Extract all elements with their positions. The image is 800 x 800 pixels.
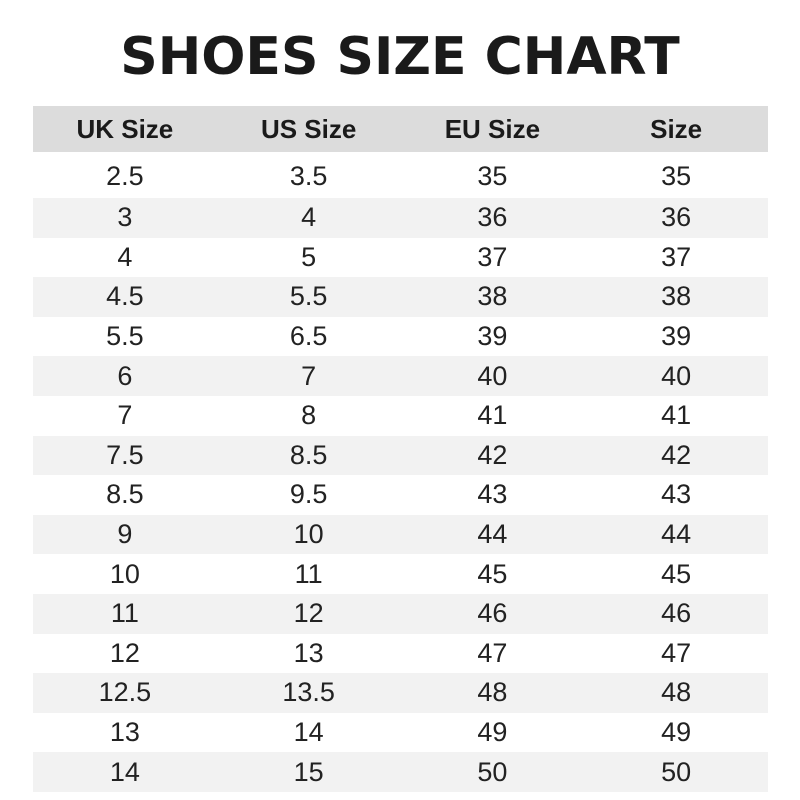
- cell-us: 15: [216, 752, 401, 792]
- cell-us: 10: [216, 514, 401, 555]
- header-row: UK Size US Size EU Size Size: [33, 106, 768, 152]
- cell-eu: 36: [400, 198, 585, 238]
- cell-uk: 12: [109, 637, 140, 668]
- cell-us: 7: [216, 356, 401, 396]
- cell-size: 39: [661, 321, 692, 352]
- cell-eu: 42: [400, 435, 585, 476]
- cell-uk: 3: [33, 198, 217, 238]
- cell-size: 48: [584, 673, 768, 713]
- cell-size: 50: [584, 752, 768, 792]
- header-us-size: US Size: [216, 106, 401, 152]
- cell-us: 13.5: [216, 673, 401, 713]
- table-row: 12.5 13.5 48 48: [33, 673, 768, 713]
- cell-size: 41: [661, 400, 692, 431]
- cell-us: 6.5: [289, 321, 328, 352]
- cell-uk: 8.5: [106, 479, 144, 510]
- cell-eu: 41: [477, 400, 508, 431]
- cell-us: 5.5: [216, 277, 401, 317]
- cell-size: 38: [584, 277, 768, 317]
- cell-us: 13: [293, 637, 324, 668]
- table-row: 9 10 44 44: [33, 514, 768, 555]
- cell-us: 12: [216, 593, 401, 634]
- cell-uk: 4.5: [33, 277, 217, 317]
- cell-eu: 38: [400, 277, 585, 317]
- cell-size: 46: [584, 593, 768, 634]
- table-row: 4 5 37 37: [33, 238, 768, 278]
- cell-uk: 14: [33, 752, 217, 792]
- table-row: 7 8 41 41: [33, 396, 768, 436]
- cell-uk: 13: [109, 717, 140, 748]
- cell-uk: 5.5: [106, 321, 144, 352]
- cell-eu: 37: [477, 241, 508, 272]
- table-row: 8.5 9.5 43 43: [33, 475, 768, 515]
- cell-us: 8.5: [216, 435, 401, 476]
- cell-eu: 35: [477, 160, 508, 191]
- cell-size: 47: [661, 637, 692, 668]
- cell-size: 40: [584, 356, 768, 396]
- header-size: Size: [584, 106, 768, 152]
- cell-size: 36: [584, 198, 768, 238]
- cell-eu: 50: [400, 752, 585, 792]
- cell-eu: 43: [477, 479, 508, 510]
- table-row: 12 13 47 47: [33, 634, 768, 674]
- cell-us: 4: [216, 198, 401, 238]
- cell-eu: 39: [477, 321, 508, 352]
- cell-us: 3.5: [289, 160, 328, 191]
- cell-size: 49: [661, 717, 692, 748]
- cell-us: 14: [293, 717, 324, 748]
- cell-eu: 40: [400, 356, 585, 396]
- cell-us: 8: [301, 400, 317, 431]
- table-row: 10 11 45 45: [33, 554, 768, 594]
- header-eu-size: EU Size: [400, 106, 585, 152]
- cell-eu: 44: [400, 514, 585, 555]
- cell-uk: 4: [117, 241, 133, 272]
- page-title: SHOES SIZE CHART: [120, 27, 680, 87]
- cell-uk: 2.5: [106, 160, 144, 191]
- table-row: 5.5 6.5 39 39: [33, 317, 768, 357]
- cell-size: 44: [584, 514, 768, 555]
- cell-eu: 46: [400, 593, 585, 634]
- cell-eu: 45: [477, 558, 508, 589]
- cell-size: 35: [661, 160, 692, 191]
- cell-eu: 49: [477, 717, 508, 748]
- cell-uk: 7.5: [33, 435, 217, 476]
- table-row: 6 7 40 40: [33, 356, 768, 396]
- table-row: 3 4 36 36: [33, 198, 768, 238]
- table-row: 2.5 3.5 35 35: [33, 152, 768, 198]
- cell-eu: 48: [400, 673, 585, 713]
- cell-size: 43: [661, 479, 692, 510]
- cell-uk: 6: [33, 356, 217, 396]
- size-chart-table: UK Size US Size EU Size Size 2.5 3.5 35 35 3…: [33, 106, 768, 792]
- cell-uk: 12.5: [33, 673, 217, 713]
- table-row: 11 12 46 46: [33, 593, 768, 634]
- cell-uk: 10: [109, 558, 140, 589]
- table-row: 13 14 49 49: [33, 713, 768, 753]
- cell-us: 9.5: [289, 479, 328, 510]
- cell-size: 45: [661, 558, 692, 589]
- cell-size: 37: [661, 241, 692, 272]
- cell-us: 11: [294, 558, 323, 589]
- table-row: 4.5 5.5 38 38: [33, 277, 768, 317]
- cell-size: 42: [584, 435, 768, 476]
- cell-us: 5: [301, 241, 317, 272]
- cell-uk: 7: [117, 400, 133, 431]
- cell-uk: 11: [33, 593, 217, 634]
- cell-eu: 47: [477, 637, 508, 668]
- table-row: 7.5 8.5 42 42: [33, 435, 768, 476]
- cell-uk: 9: [33, 514, 217, 555]
- header-uk-size: UK Size: [33, 106, 217, 152]
- table-row: 14 15 50 50: [33, 752, 768, 792]
